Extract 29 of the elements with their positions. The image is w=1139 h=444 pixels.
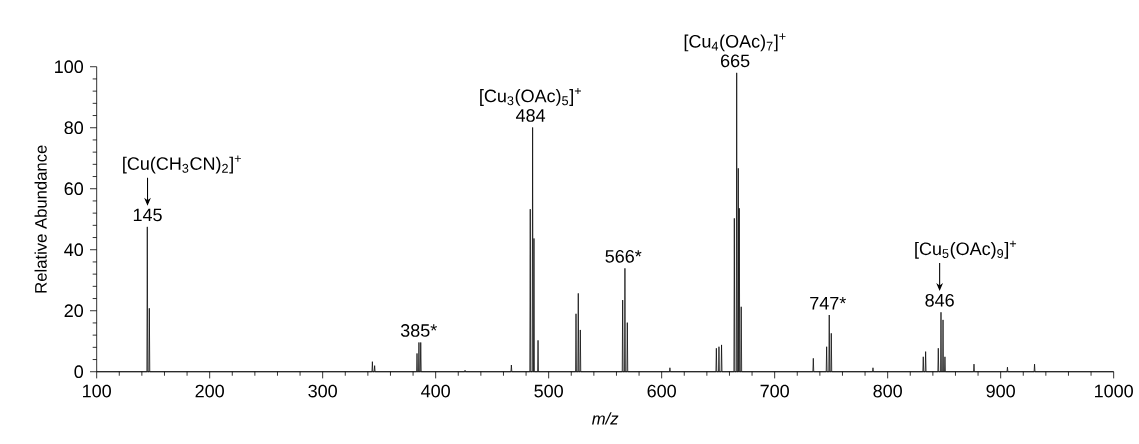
y-tick-label: 0 xyxy=(74,365,84,379)
x-axis-title: m/z xyxy=(592,412,619,425)
x-tick-label: 300 xyxy=(308,384,337,398)
y-tick-label: 20 xyxy=(64,304,84,318)
annotation: [Cu(CH$_{3}$CN)$_{2}$]$^{+}$ xyxy=(123,155,241,174)
text: [Cu$_{4}$(OAc)$_{7}$]$^{+}$ xyxy=(684,33,786,52)
y-axis-title: Relative Abundance xyxy=(34,145,47,293)
x-tick-label: 100 xyxy=(83,384,111,398)
y-tick-label: 80 xyxy=(64,121,84,135)
annotation: 665 xyxy=(721,54,750,68)
x-tick-label: 400 xyxy=(421,384,450,398)
y-tick-label: 60 xyxy=(64,182,84,196)
x-tick-label: 600 xyxy=(647,384,676,398)
x-tick-label: 1000 xyxy=(1095,384,1133,398)
y-tick-label: 40 xyxy=(64,243,84,257)
annotation: 484 xyxy=(515,109,546,122)
x-tick-label: 500 xyxy=(534,384,563,398)
x-tick-label: 800 xyxy=(873,384,902,398)
y-tick-label: 100 xyxy=(55,60,84,74)
x-tick-label: 900 xyxy=(986,384,1015,398)
annotation: 747* xyxy=(810,297,847,310)
x-tick-label: 200 xyxy=(195,384,224,398)
annotation: 385* xyxy=(400,324,437,337)
annotation: [Cu$_{3}$(OAc)$_{5}$]$^{+}$ xyxy=(480,87,581,106)
annotation: 846 xyxy=(925,293,954,307)
annotation: 145 xyxy=(133,208,162,222)
x-tick-label: 700 xyxy=(760,384,789,398)
annotation: [Cu$_{5}$(OAc)$_{9}$]$^{+}$ xyxy=(915,240,1017,259)
annotation: 566* xyxy=(605,250,642,263)
